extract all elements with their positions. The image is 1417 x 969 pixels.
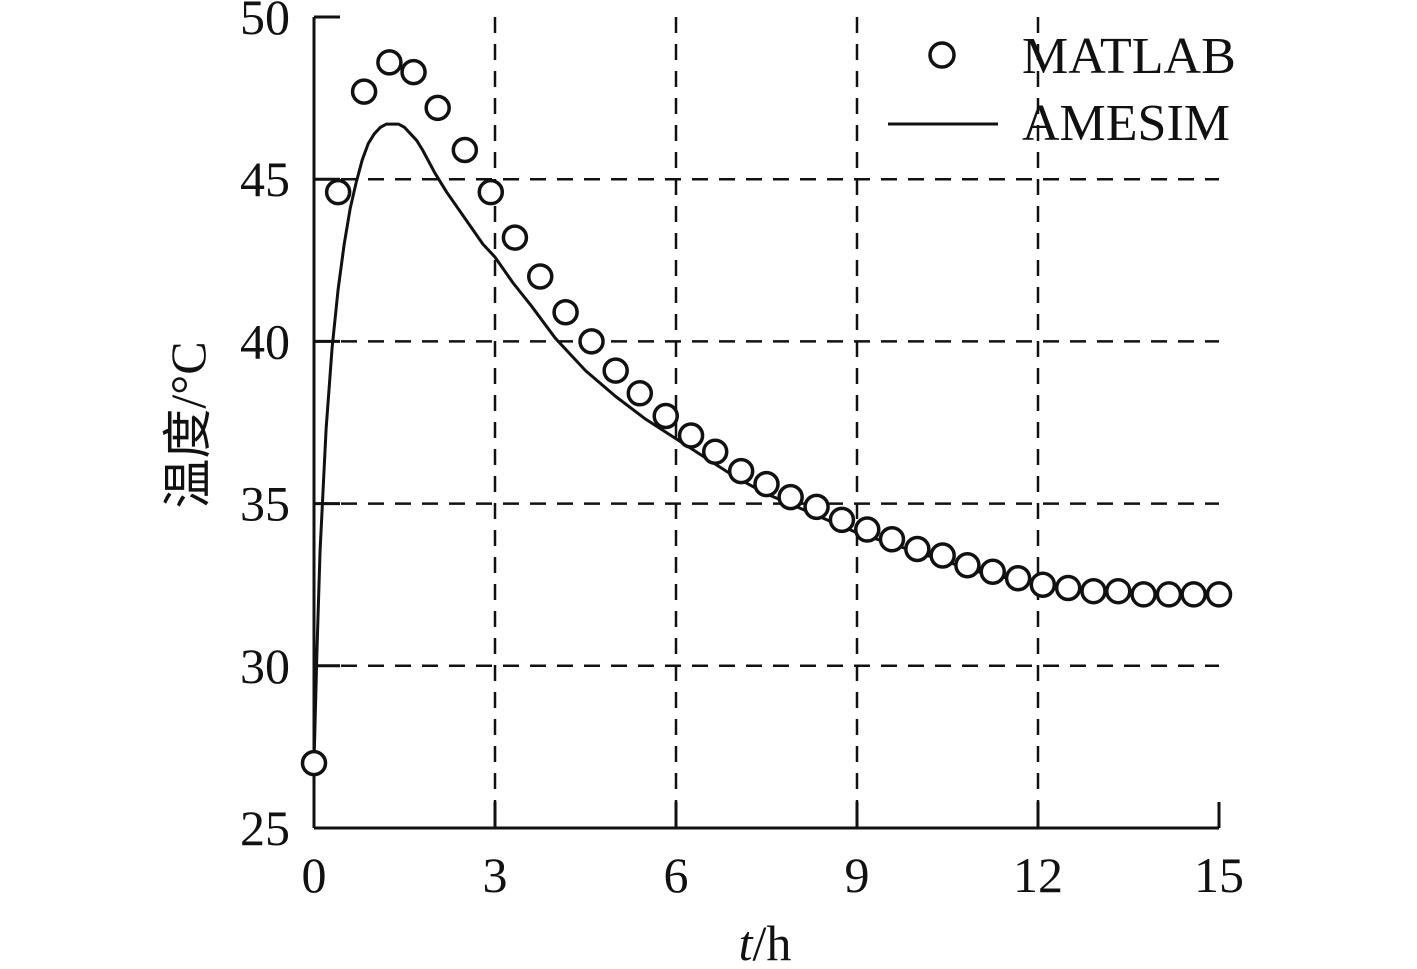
matlab-point: [1155, 581, 1183, 608]
matlab-point: [501, 224, 529, 251]
grid-lines: [314, 17, 1219, 828]
matlab-point: [904, 535, 931, 563]
matlab-point: [376, 49, 403, 76]
y-tick-label-45: 45: [240, 151, 290, 207]
matlab-point: [1004, 564, 1032, 592]
y-tick-label-35: 35: [240, 476, 290, 532]
matlab-point: [777, 483, 804, 511]
matlab-point: [929, 542, 956, 569]
matlab-point: [954, 551, 981, 579]
legend-marker-matlab: [928, 41, 956, 69]
matlab-point: [424, 94, 451, 122]
matlab-point: [400, 58, 427, 86]
legend: MATLAB AMESIM: [888, 28, 1236, 152]
x-tick-label-12: 12: [1013, 847, 1063, 903]
matlab-point: [1054, 574, 1082, 602]
matlab-point: [1130, 581, 1157, 608]
legend-label-amesim: AMESIM: [1022, 95, 1230, 152]
series-amesim: [312, 122, 1219, 764]
matlab-point: [578, 328, 605, 355]
matlab-point: [602, 357, 629, 384]
matlab-point: [324, 178, 352, 206]
x-axis-label: t/h: [739, 915, 792, 969]
y-tick-label-25: 25: [240, 800, 290, 856]
matlab-point: [1104, 577, 1132, 605]
matlab-point: [878, 526, 906, 553]
matlab-point: [727, 457, 755, 485]
matlab-point: [854, 516, 881, 543]
matlab-point: [477, 178, 505, 206]
matlab-point: [451, 136, 479, 164]
x-tick-label-0: 0: [302, 847, 327, 903]
matlab-point: [701, 438, 729, 465]
x-tick-label-9: 9: [845, 847, 870, 903]
series-line-amesim: [312, 122, 1219, 764]
matlab-point: [652, 402, 679, 430]
matlab-point: [1180, 581, 1207, 608]
matlab-point: [552, 298, 579, 326]
x-tick-label-3: 3: [483, 847, 508, 903]
matlab-point: [1080, 577, 1107, 605]
matlab-point: [527, 263, 554, 290]
x-tick-label-6: 6: [664, 847, 689, 903]
matlab-point: [677, 422, 705, 449]
y-axis-label: 温度/°C: [160, 341, 216, 508]
tick-labels: 25 30 35 40 45 50 0 3 6 9 12 15: [240, 0, 1244, 903]
matlab-point: [350, 78, 378, 105]
matlab-point: [300, 749, 328, 777]
x-tick-label-15: 15: [1194, 847, 1244, 903]
matlab-point: [828, 506, 856, 534]
axes: [312, 15, 1221, 830]
matlab-point: [803, 493, 830, 521]
y-tick-label-40: 40: [240, 313, 290, 369]
y-tick-label-30: 30: [240, 638, 290, 694]
matlab-point: [1029, 571, 1057, 598]
matlab-point: [753, 470, 780, 498]
matlab-point: [1205, 581, 1233, 608]
legend-label-matlab: MATLAB: [1022, 28, 1236, 85]
matlab-point: [979, 558, 1006, 585]
matlab-point: [626, 380, 654, 407]
y-tick-label-50: 50: [240, 0, 290, 45]
series-matlab: [300, 49, 1233, 777]
